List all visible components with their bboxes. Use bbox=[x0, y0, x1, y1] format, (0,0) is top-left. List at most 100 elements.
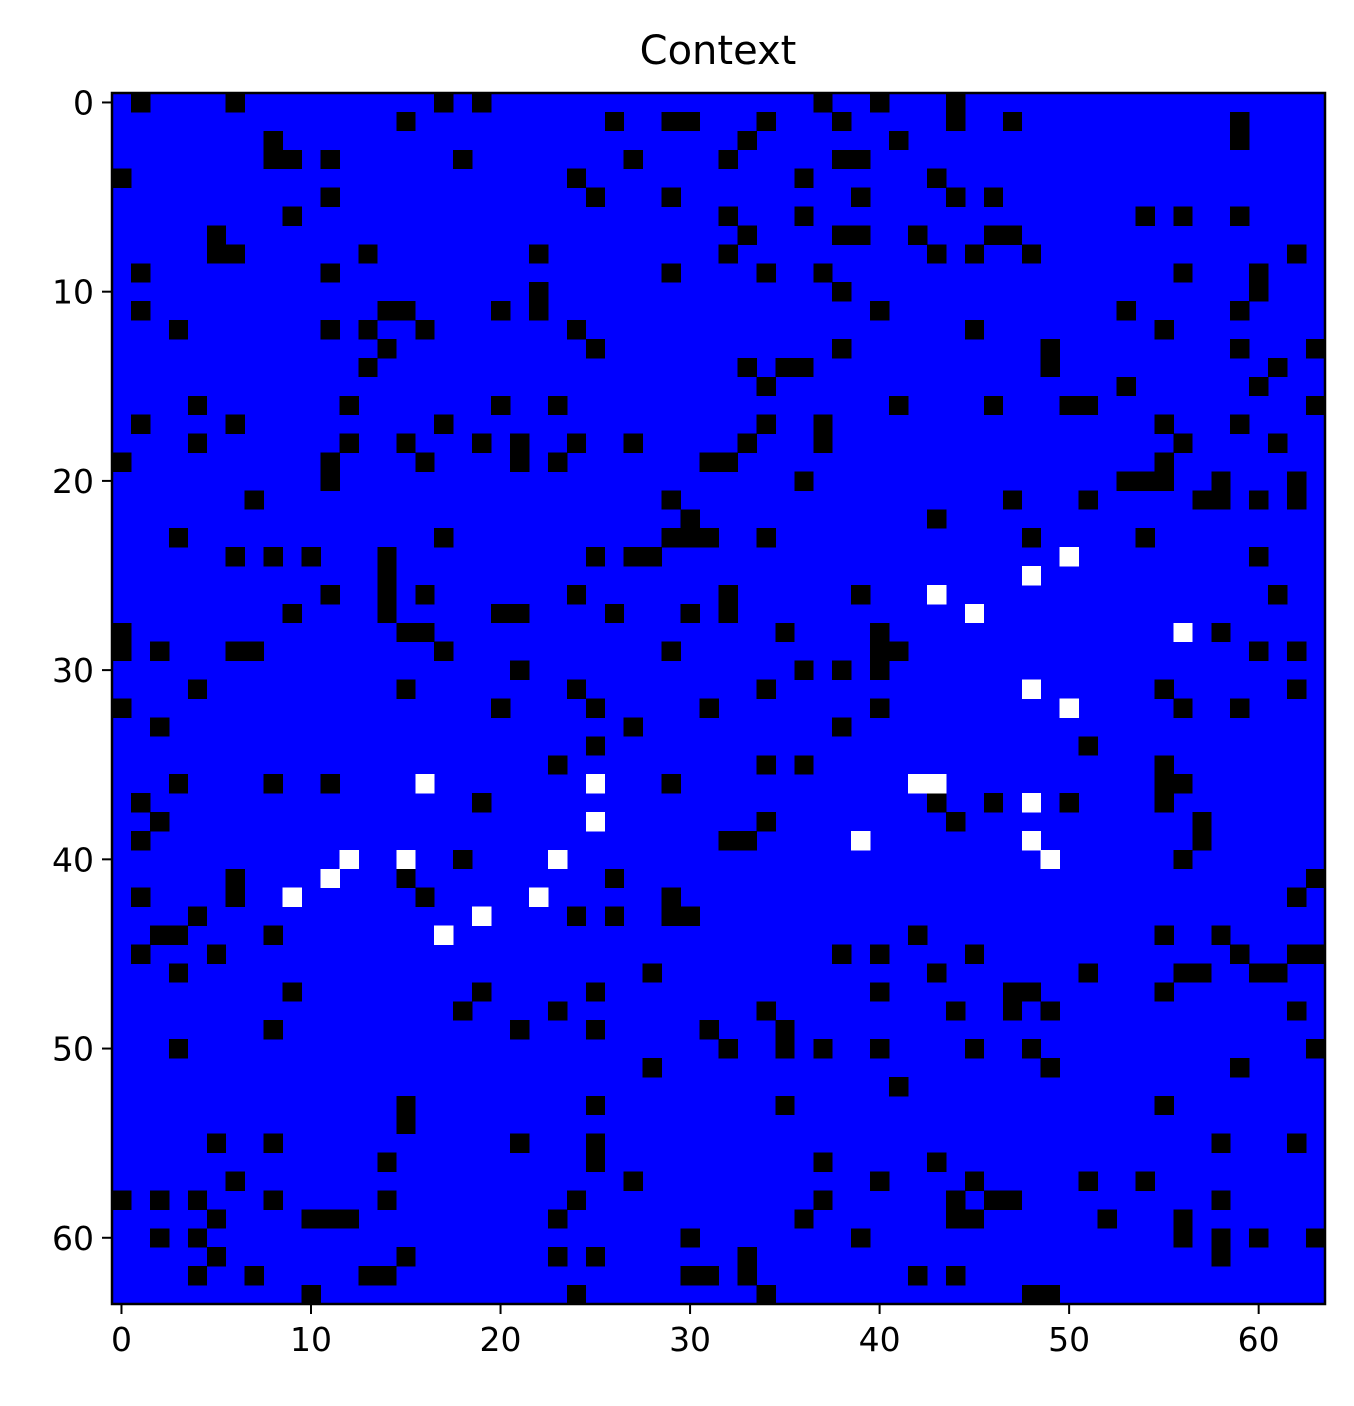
wall-cell bbox=[358, 1266, 378, 1286]
x-tick-label: 60 bbox=[1238, 1320, 1280, 1359]
wall-cell bbox=[870, 1039, 890, 1059]
wall-cell bbox=[566, 433, 587, 453]
wall-cell bbox=[339, 1209, 359, 1229]
wall-cell bbox=[1173, 433, 1193, 453]
wall-cell bbox=[1230, 301, 1250, 321]
wall-cell bbox=[1249, 282, 1269, 302]
wall-cell bbox=[301, 1209, 321, 1229]
agent-cell bbox=[1021, 830, 1042, 851]
wall-cell bbox=[566, 906, 587, 926]
wall-cell bbox=[1002, 1190, 1023, 1210]
wall-cell bbox=[187, 906, 208, 926]
wall-cell bbox=[396, 1247, 416, 1267]
wall-cell bbox=[1078, 490, 1098, 510]
x-tick-label: 50 bbox=[1048, 1320, 1090, 1359]
wall-cell bbox=[1306, 868, 1326, 889]
wall-cell bbox=[889, 130, 909, 151]
wall-cell bbox=[225, 868, 246, 889]
agent-cell bbox=[585, 774, 606, 794]
wall-cell bbox=[775, 622, 795, 643]
wall-cell bbox=[870, 641, 890, 662]
wall-cell bbox=[699, 698, 719, 718]
wall-cell bbox=[1211, 490, 1231, 510]
wall-cell bbox=[585, 698, 606, 718]
wall-cell bbox=[130, 793, 151, 813]
wall-cell bbox=[756, 414, 776, 434]
wall-cell bbox=[130, 830, 151, 851]
wall-cell bbox=[851, 1228, 871, 1248]
wall-cell bbox=[377, 301, 397, 321]
wall-cell bbox=[282, 982, 302, 1002]
wall-cell bbox=[1249, 641, 1269, 662]
wall-cell bbox=[1211, 1228, 1231, 1248]
wall-cell bbox=[472, 982, 492, 1002]
wall-cell bbox=[112, 1190, 132, 1210]
wall-cell bbox=[813, 93, 833, 113]
wall-cell bbox=[149, 641, 170, 662]
wall-cell bbox=[415, 452, 435, 472]
wall-cell bbox=[1306, 1039, 1326, 1059]
agent-cell bbox=[908, 774, 928, 794]
wall-cell bbox=[926, 963, 947, 983]
wall-cell bbox=[585, 1152, 606, 1172]
wall-cell bbox=[737, 225, 757, 245]
wall-cell bbox=[585, 547, 606, 567]
wall-cell bbox=[737, 830, 757, 851]
wall-cell bbox=[794, 168, 814, 189]
wall-cell bbox=[149, 717, 170, 737]
wall-cell bbox=[187, 1228, 208, 1248]
wall-cell bbox=[585, 1020, 606, 1040]
wall-cell bbox=[225, 887, 246, 908]
wall-cell bbox=[1154, 414, 1174, 434]
wall-cell bbox=[813, 433, 833, 453]
wall-cell bbox=[870, 660, 890, 680]
wall-cell bbox=[926, 793, 947, 813]
wall-cell bbox=[661, 906, 681, 926]
wall-cell bbox=[813, 1152, 833, 1172]
wall-cell bbox=[1192, 830, 1212, 851]
wall-cell bbox=[945, 93, 966, 113]
wall-cell bbox=[604, 868, 625, 889]
wall-cell bbox=[377, 566, 397, 586]
y-tick-label: 30 bbox=[52, 651, 94, 690]
y-axis: 0 10 20 30 40 50 60 bbox=[52, 83, 112, 1258]
wall-cell bbox=[851, 584, 871, 605]
wall-cell bbox=[794, 1209, 814, 1229]
wall-cell bbox=[756, 812, 776, 832]
wall-cell bbox=[945, 111, 966, 132]
wall-cell bbox=[1154, 452, 1174, 472]
wall-cell bbox=[623, 149, 644, 170]
wall-cell bbox=[320, 263, 340, 283]
wall-cell bbox=[794, 471, 814, 491]
wall-cell bbox=[661, 528, 681, 548]
wall-cell bbox=[870, 622, 890, 643]
wall-cell bbox=[396, 622, 416, 643]
wall-cell bbox=[112, 698, 132, 718]
wall-cell bbox=[112, 641, 132, 662]
wall-cell bbox=[1268, 433, 1288, 453]
wall-cell bbox=[547, 1209, 568, 1229]
wall-cell bbox=[225, 1171, 246, 1191]
wall-cell bbox=[566, 1190, 587, 1210]
wall-cell bbox=[718, 206, 738, 226]
wall-cell bbox=[1002, 111, 1023, 132]
wall-cell bbox=[1306, 338, 1326, 359]
wall-cell bbox=[756, 376, 776, 397]
agent-cell bbox=[926, 584, 947, 605]
wall-cell bbox=[1078, 963, 1098, 983]
wall-cell bbox=[130, 93, 151, 113]
wall-cell bbox=[945, 187, 966, 207]
wall-cell bbox=[434, 528, 454, 548]
wall-cell bbox=[1173, 774, 1193, 794]
wall-cell bbox=[396, 301, 416, 321]
wall-cell bbox=[756, 263, 776, 283]
wall-cell bbox=[112, 452, 132, 472]
wall-cell bbox=[1154, 774, 1174, 794]
wall-cell bbox=[320, 187, 340, 207]
wall-cell bbox=[1021, 528, 1042, 548]
wall-cell bbox=[1230, 698, 1250, 718]
wall-cell bbox=[547, 1247, 568, 1267]
wall-cell bbox=[642, 1058, 663, 1078]
wall-cell bbox=[585, 982, 606, 1002]
wall-cell bbox=[187, 679, 208, 699]
